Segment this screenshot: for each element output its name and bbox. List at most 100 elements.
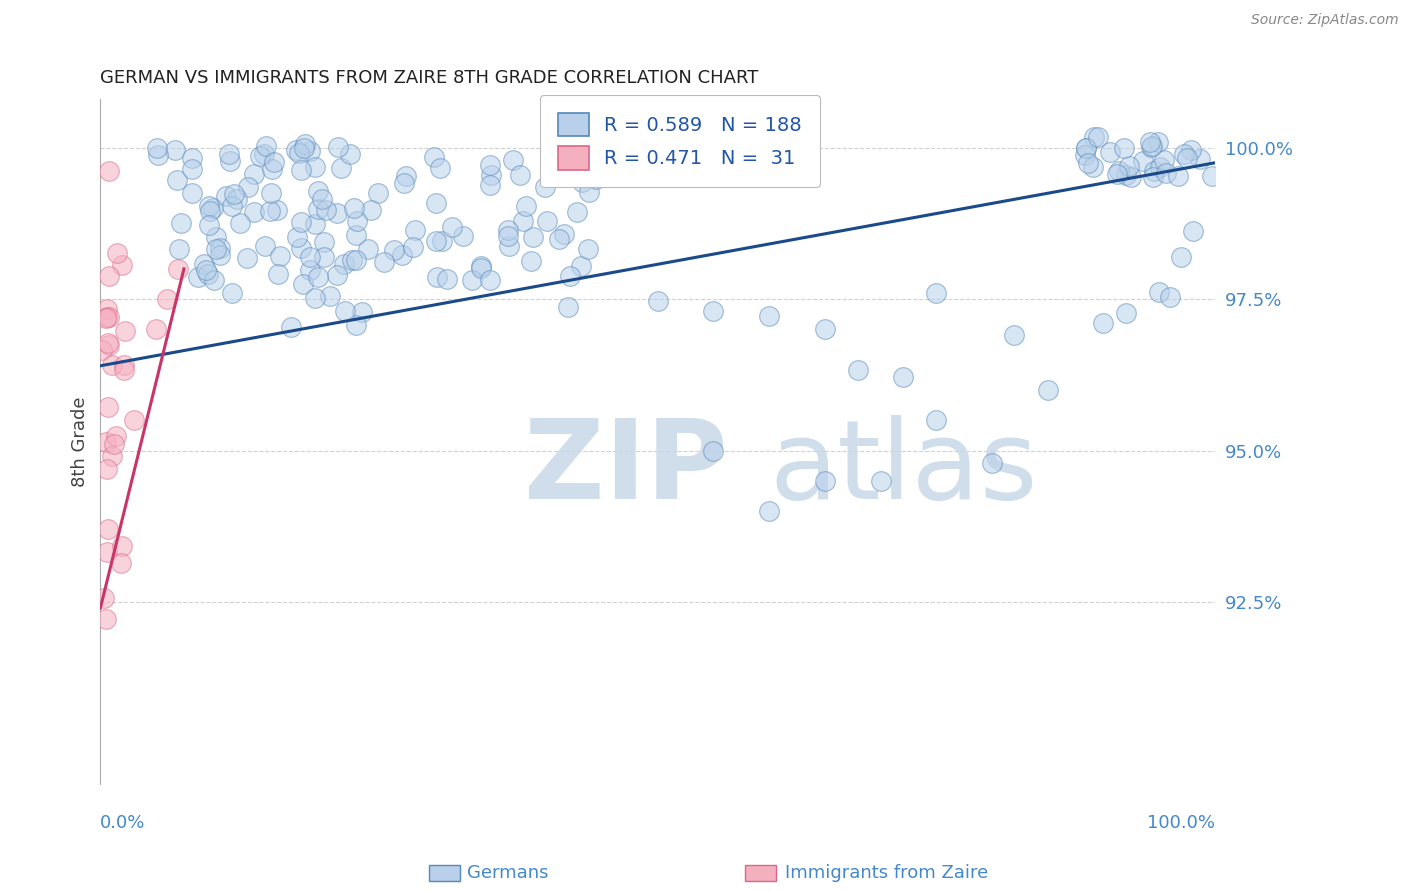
Point [569, 259, 592, 273]
Point [311, 192, 333, 206]
Point [96, 336, 118, 351]
Point [167, 242, 190, 256]
Point [221, 199, 243, 213]
Point [105, 245, 128, 260]
Point [298, 145, 321, 159]
Point [292, 141, 315, 155]
Point [96, 612, 118, 626]
Text: GERMAN VS IMMIGRANTS FROM ZAIRE 8TH GRADE CORRELATION CHART: GERMAN VS IMMIGRANTS FROM ZAIRE 8TH GRAD… [100, 69, 759, 87]
Point [294, 136, 316, 151]
Point [429, 161, 451, 176]
Point [197, 199, 219, 213]
Point [515, 199, 537, 213]
Point [1108, 164, 1130, 178]
Point [290, 162, 312, 177]
Point [502, 153, 524, 167]
Point [846, 363, 869, 377]
Point [96, 545, 118, 559]
Point [187, 269, 209, 284]
Point [114, 324, 136, 338]
Point [167, 261, 190, 276]
Point [498, 239, 520, 253]
Point [146, 141, 169, 155]
Point [209, 241, 232, 255]
Point [181, 151, 204, 165]
Point [426, 270, 449, 285]
Point [1002, 328, 1025, 343]
Point [344, 252, 367, 267]
Y-axis label: 8th Grade: 8th Grade [72, 396, 89, 487]
Point [460, 273, 482, 287]
Point [1177, 151, 1199, 165]
Point [292, 277, 315, 291]
Point [436, 271, 458, 285]
Point [578, 140, 600, 154]
Text: 0.0%: 0.0% [100, 814, 146, 832]
Point [304, 217, 326, 231]
Point [105, 429, 128, 443]
Point [205, 229, 228, 244]
Point [111, 539, 134, 553]
Point [346, 214, 368, 228]
Point [352, 305, 374, 319]
Point [269, 249, 291, 263]
Point [145, 322, 167, 336]
Point [315, 202, 337, 217]
Point [479, 157, 502, 171]
Point [266, 203, 288, 218]
Point [558, 268, 581, 283]
Point [392, 176, 415, 190]
Point [479, 178, 502, 192]
Point [1083, 130, 1105, 145]
Point [215, 189, 238, 203]
Legend: R = 0.589   N = 188, R = 0.471   N =  31: R = 0.589 N = 188, R = 0.471 N = 31 [540, 95, 820, 187]
Point [218, 154, 240, 169]
Point [101, 449, 124, 463]
Point [218, 146, 240, 161]
Point [304, 291, 326, 305]
Point [1147, 136, 1170, 150]
Point [344, 318, 367, 332]
Point [195, 263, 218, 277]
Point [758, 310, 780, 324]
Point [1107, 167, 1129, 181]
Point [333, 257, 356, 271]
Point [222, 186, 245, 201]
Point [1142, 170, 1164, 185]
Point [112, 363, 135, 377]
Point [496, 223, 519, 237]
Point [925, 413, 948, 427]
Point [280, 319, 302, 334]
Point [758, 504, 780, 518]
Point [339, 147, 361, 161]
Point [243, 205, 266, 219]
Point [163, 143, 186, 157]
Point [96, 462, 118, 476]
Point [1147, 285, 1170, 300]
Point [1036, 383, 1059, 397]
Point [344, 227, 367, 242]
Point [122, 413, 145, 427]
Point [307, 202, 329, 216]
Point [209, 248, 232, 262]
Point [571, 175, 593, 189]
Point [814, 322, 837, 336]
Point [509, 168, 531, 182]
Point [373, 254, 395, 268]
Point [180, 186, 202, 200]
Point [702, 443, 724, 458]
Point [110, 557, 132, 571]
Point [557, 300, 579, 314]
Text: Source: ZipAtlas.com: Source: ZipAtlas.com [1251, 13, 1399, 28]
Point [1181, 224, 1204, 238]
Point [97, 401, 120, 415]
Point [1149, 161, 1171, 175]
Point [202, 272, 225, 286]
Point [193, 257, 215, 271]
Point [578, 186, 600, 200]
Point [430, 234, 453, 248]
Point [496, 229, 519, 244]
Point [425, 234, 447, 248]
Point [236, 180, 259, 194]
Point [91, 343, 114, 357]
